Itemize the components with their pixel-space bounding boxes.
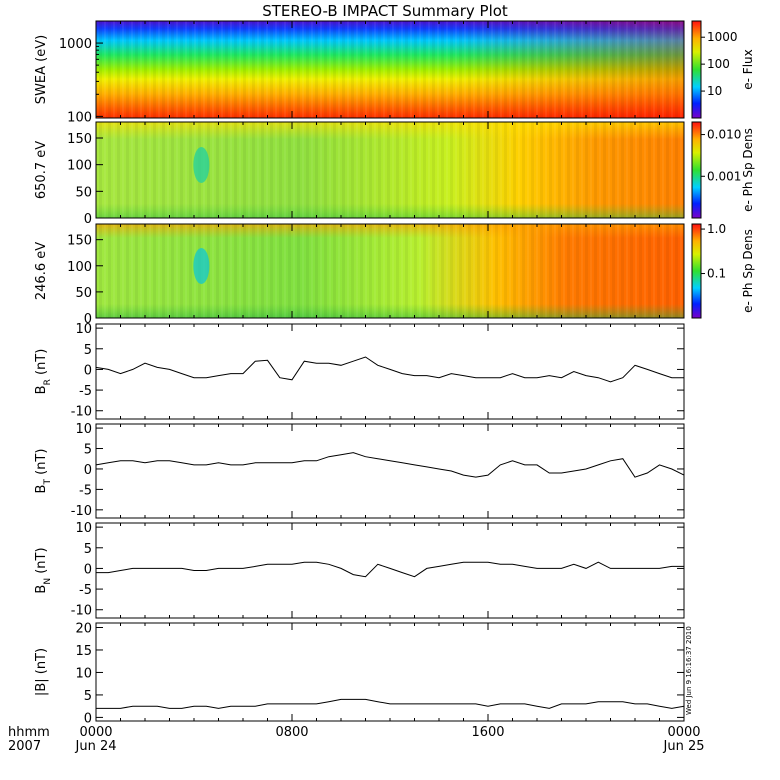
br-ytick-label-0: 10: [75, 322, 92, 337]
swea-ytick-label-1: 100: [67, 110, 92, 125]
y-axis-label-5: BN (nT): [34, 547, 53, 593]
timestamp-stamp: Wed Jun 9 16:16:37 2010: [685, 626, 693, 715]
bmag-ytick-label-0: 20: [75, 621, 92, 636]
bmag-ytick-label-4: 0: [84, 711, 92, 726]
panel-frame-5: [95, 522, 685, 619]
bn-ytick-label-2: 0: [84, 562, 92, 577]
colorbar-2: [691, 223, 702, 319]
pad_246-ytick-label-3: 0: [84, 312, 92, 327]
y-axis-label-0: SWEA (eV): [34, 35, 49, 104]
colorbar-label-0: e- Flux: [741, 49, 755, 89]
colorbar-tick-label-2-0: 1.0: [707, 222, 726, 236]
x-tick-label-2: 1600: [471, 725, 504, 740]
bn-ytick-label-4: -10: [71, 604, 92, 619]
x-tick-label-1: 0800: [275, 725, 308, 740]
bt-ytick-label-3: -5: [79, 483, 92, 498]
pad_650-ytick-label-1: 100: [67, 159, 92, 174]
pad_650-ytick-label-0: 150: [67, 132, 92, 147]
date-label-start: Jun 24: [75, 739, 117, 754]
panel-frame-4: [95, 423, 685, 519]
colorbar-label-2: e- Ph Sp Dens: [741, 229, 755, 313]
colorbar-1: [691, 121, 702, 219]
br-ytick-label-4: -10: [71, 405, 92, 420]
br-ytick-label-2: 0: [84, 363, 92, 378]
colorbar-tick-label-0-1: 100: [707, 57, 730, 71]
bmag-series-line: [96, 698, 685, 709]
colorbar-tick-label-2-1: 0.1: [707, 267, 726, 281]
bt-ytick-label-0: 10: [75, 422, 92, 437]
pad_246-ytick-label-1: 100: [67, 260, 92, 275]
y-axis-label-2: 246.6 eV: [34, 242, 49, 300]
y-axis-label-4: BT (nT): [34, 449, 53, 494]
colorbar-0: [691, 20, 702, 119]
colorbar-tick-label-0-2: 10: [707, 84, 722, 98]
bt-ytick-label-4: -10: [71, 504, 92, 519]
colorbar-tick-label-1-1: 0.001: [707, 169, 741, 183]
panel-frame-6: [95, 622, 685, 722]
bn-ytick-label-1: 5: [84, 542, 92, 557]
br-ytick-label-1: 5: [84, 343, 92, 358]
pad_650-ytick-label-3: 0: [84, 212, 92, 227]
bmag-ytick-label-2: 10: [75, 666, 92, 681]
y-axis-label-1: 650.7 eV: [34, 141, 49, 199]
swea-ytick-label-0: 1000: [59, 37, 92, 52]
bt-series-line: [95, 452, 685, 478]
pad_246-ytick-label-2: 50: [75, 286, 92, 301]
bt-ytick-label-1: 5: [84, 443, 92, 458]
x-tick-label-3: 0000: [667, 725, 700, 740]
date-label-end: Jun 25: [663, 739, 705, 754]
pad_650-heatmap-texture: [96, 122, 684, 218]
bt-ytick-label-2: 0: [84, 463, 92, 478]
pad_650-ytick-label-2: 50: [75, 185, 92, 200]
br-ytick-label-3: -5: [79, 384, 92, 399]
pad_246-heatmap-texture: [96, 224, 684, 318]
pad_650-low-flux-blob: [193, 147, 210, 183]
bmag-ytick-label-1: 15: [75, 644, 92, 659]
bn-ytick-label-0: 10: [75, 521, 92, 536]
year-caption: 2007: [8, 739, 41, 754]
y-axis-label-3: BR (nT): [34, 349, 53, 395]
x-tick-label-0: 0000: [79, 725, 112, 740]
colorbar-tick-label-0-0: 1000: [707, 30, 738, 44]
bmag-ytick-label-3: 5: [84, 689, 92, 704]
swea-spectrogram-texture: [96, 21, 684, 118]
colorbar-tick-label-1-0: 0.010: [707, 128, 741, 142]
panel-frame-3: [95, 323, 685, 420]
bn-ytick-label-3: -5: [79, 583, 92, 598]
colorbar-label-1: e- Ph Sp Dens: [741, 128, 755, 212]
plot-title: STEREO-B IMPACT Summary Plot: [262, 2, 508, 20]
y-axis-label-6: |B| (nT): [34, 648, 49, 696]
br-series-line: [95, 356, 684, 383]
bn-series-line: [96, 561, 684, 578]
pad_246-low-flux-blob: [193, 248, 210, 284]
pad_246-ytick-label-0: 150: [67, 234, 92, 249]
hhmm-caption: hhmm: [8, 725, 50, 740]
